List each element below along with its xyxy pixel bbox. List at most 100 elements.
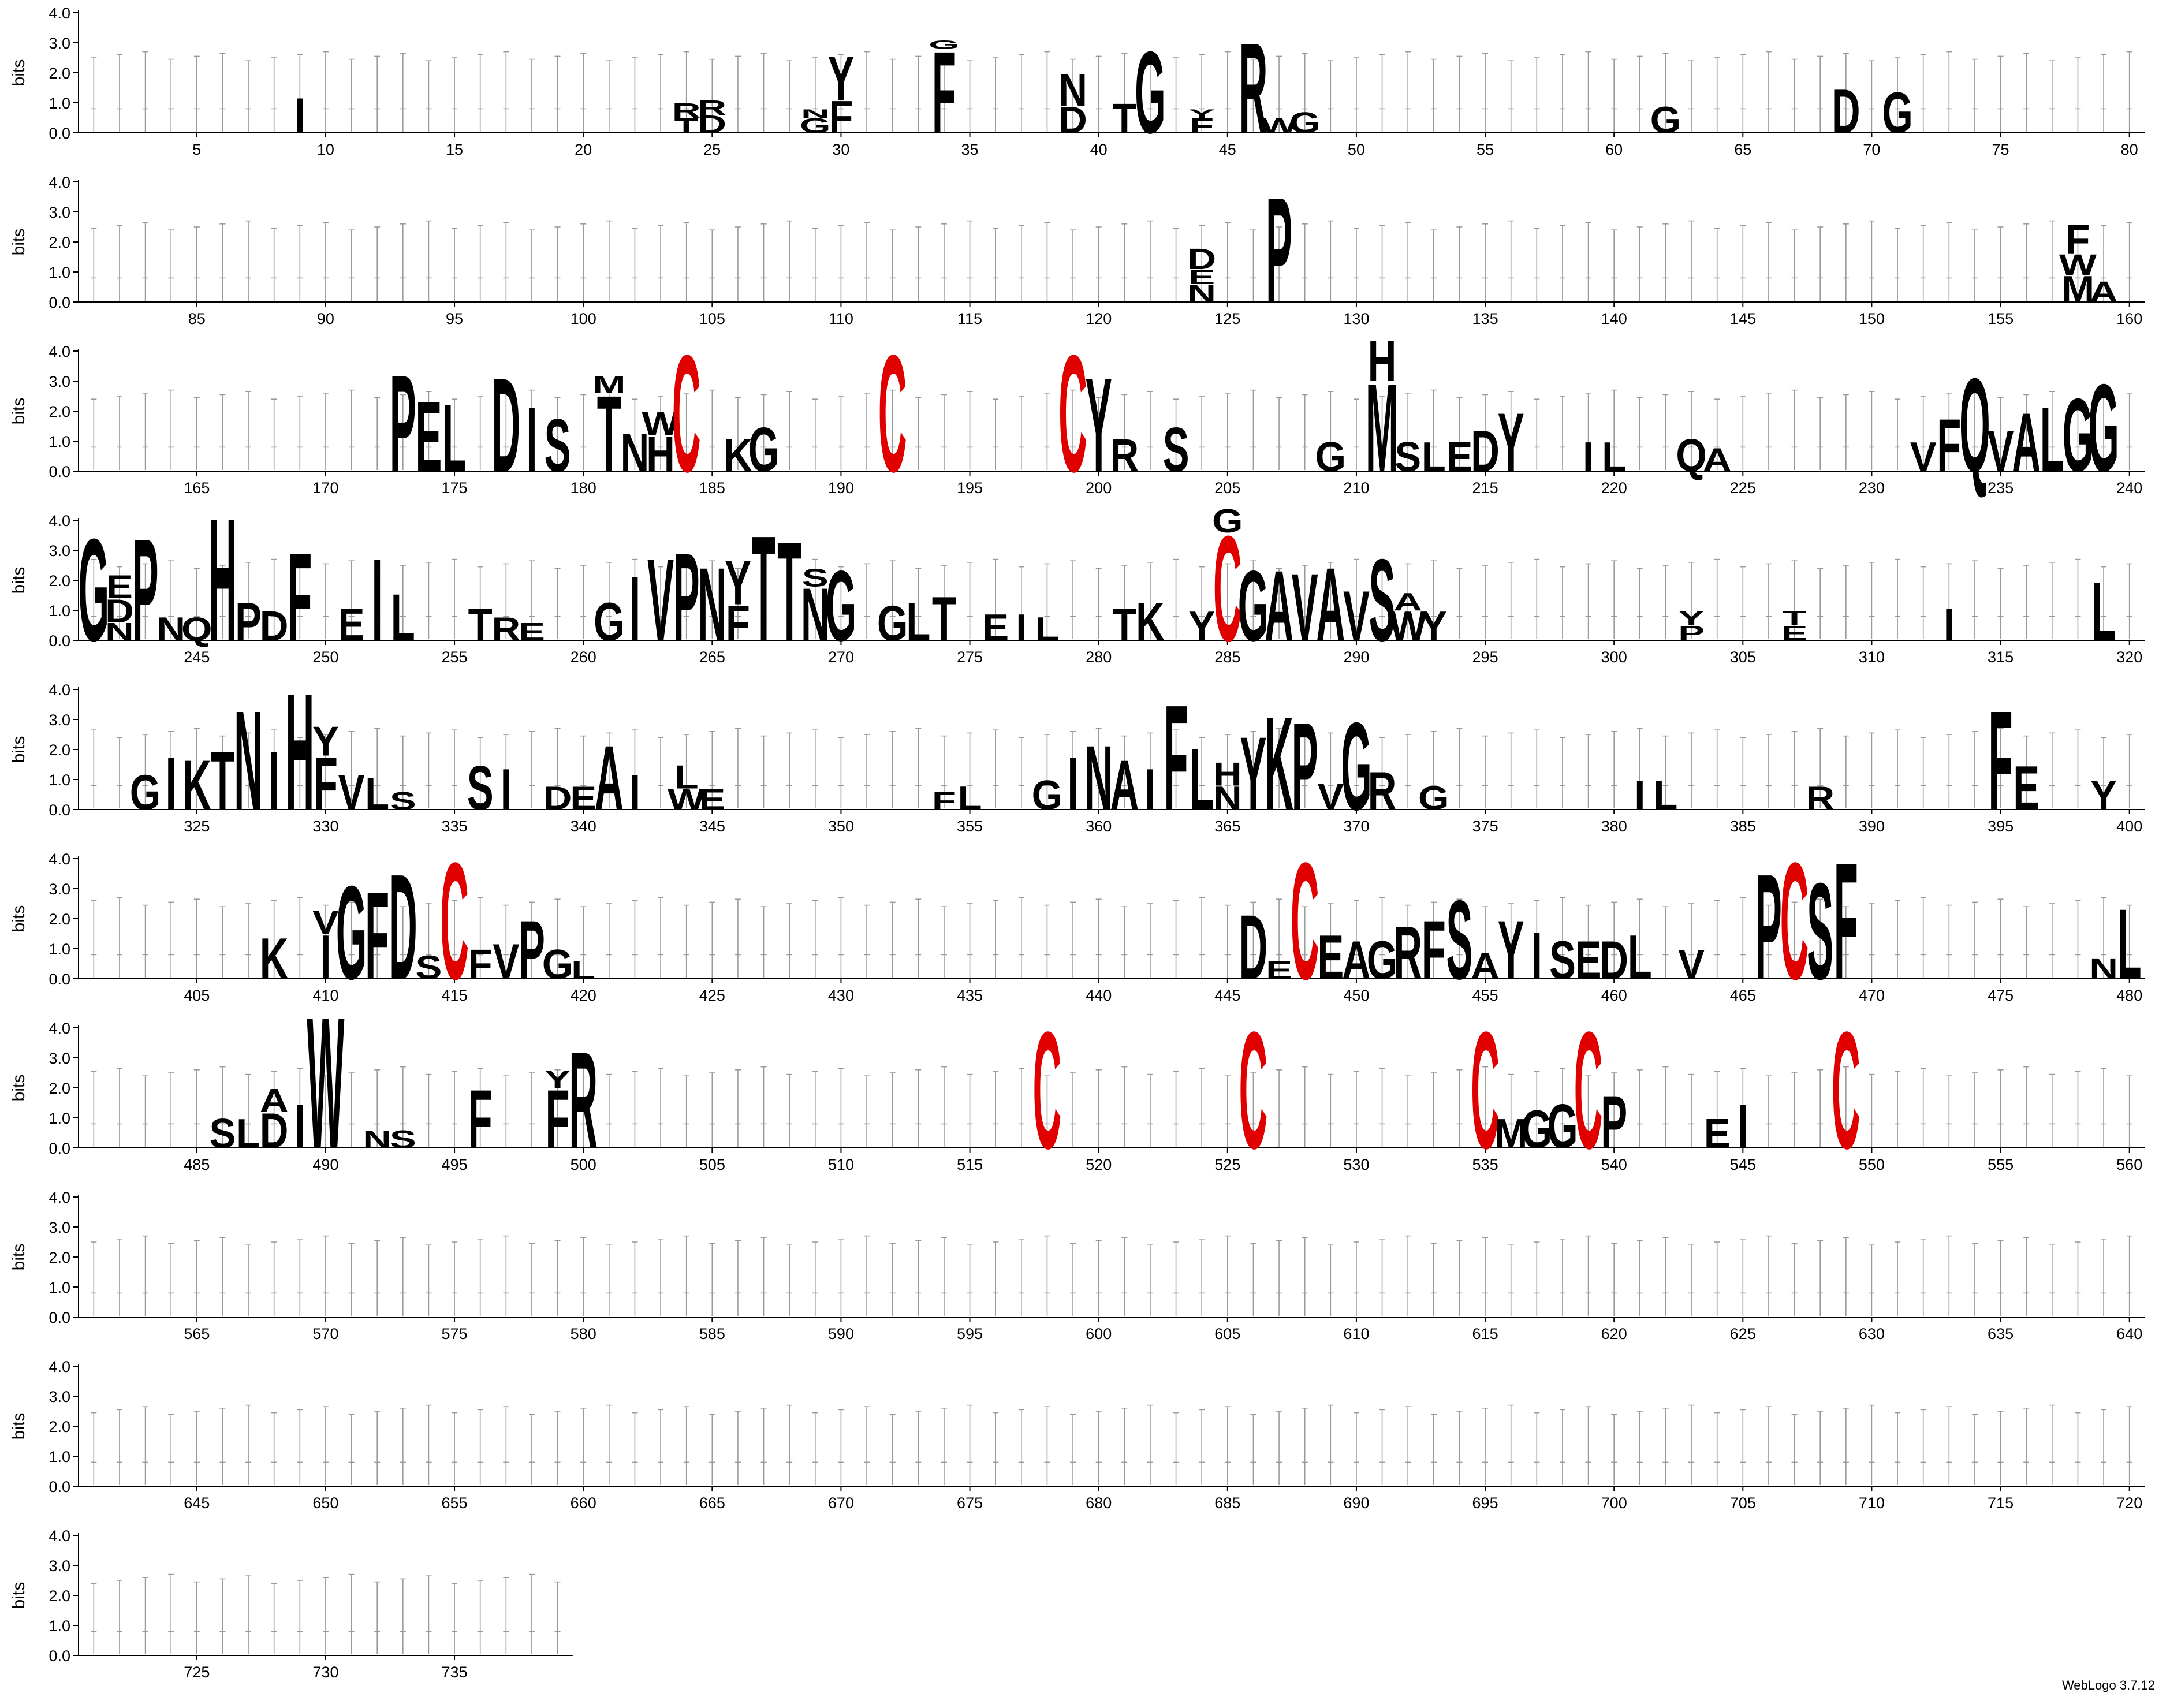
y-tick-label: 0.0	[49, 632, 70, 650]
logo-letter: Y	[1086, 352, 1112, 500]
logo-letter: E	[1781, 621, 1808, 645]
x-tick-label: 55	[1477, 141, 1494, 158]
logo-letter: E	[1575, 930, 1602, 991]
logo-letter: I	[1738, 1092, 1748, 1162]
x-tick-label: 710	[1859, 1494, 1885, 1512]
x-tick-label: 290	[1343, 648, 1369, 666]
x-tick-label: 310	[1859, 648, 1885, 666]
x-tick-label: 360	[1086, 818, 1112, 835]
x-tick-label: 510	[828, 1156, 854, 1173]
logo-letter: H	[208, 482, 237, 678]
x-tick-label: 675	[957, 1494, 983, 1512]
logo-letter: Y	[1188, 603, 1215, 650]
y-tick-label: 2.0	[49, 1249, 70, 1266]
x-tick-label: 270	[828, 648, 854, 666]
logo-letter: A	[1703, 441, 1732, 479]
logo-letter: D	[1599, 930, 1628, 991]
logo-letter: L	[674, 759, 699, 796]
x-tick-label: 180	[571, 479, 596, 497]
logo-letter: V	[1317, 776, 1344, 818]
logo-letter: G	[594, 592, 625, 652]
logo-letter: I	[629, 764, 640, 820]
x-tick-label: 275	[957, 648, 983, 666]
x-tick-label: 720	[2116, 1494, 2142, 1512]
y-tick-label: 2.0	[49, 1587, 70, 1605]
logo-letter: V	[493, 933, 519, 989]
logo-letter: T	[597, 373, 621, 494]
y-axis-label: bits	[9, 905, 28, 933]
x-tick-label: 590	[828, 1325, 854, 1342]
x-tick-label: 640	[2116, 1325, 2142, 1342]
logo-letter: C	[1213, 505, 1242, 673]
logo-letter: Q	[181, 610, 212, 648]
logo-letter: D	[389, 844, 417, 1011]
x-tick-label: 600	[1086, 1325, 1112, 1342]
x-tick-label: 580	[571, 1325, 596, 1342]
x-tick-label: 80	[2121, 141, 2138, 158]
logo-letter: E	[1266, 957, 1292, 984]
x-tick-label: 145	[1730, 310, 1756, 327]
logo-letter: V	[1292, 554, 1318, 661]
x-tick-label: 465	[1730, 987, 1756, 1004]
x-tick-label: 410	[312, 987, 338, 1004]
logo-letter: R	[1110, 430, 1139, 481]
logo-letter: G	[336, 859, 367, 1008]
x-tick-label: 500	[571, 1156, 596, 1173]
x-tick-label: 175	[442, 479, 468, 497]
logo-letter: E	[106, 568, 133, 606]
logo-letter: L	[2091, 565, 2116, 658]
logo-letter: L	[2117, 889, 2142, 1000]
y-tick-label: 2.0	[49, 572, 70, 590]
logo-letter: I	[1583, 434, 1594, 480]
x-tick-label: 625	[1730, 1325, 1756, 1342]
logo-letter: W	[668, 783, 705, 816]
x-tick-label: 285	[1214, 648, 1240, 666]
logo-letter: L	[571, 957, 595, 984]
y-tick-label: 4.0	[49, 681, 70, 699]
logo-letter: F	[288, 528, 312, 668]
logo-letter: H	[1368, 329, 1397, 394]
x-tick-label: 705	[1730, 1494, 1756, 1512]
x-tick-label: 230	[1859, 479, 1885, 497]
logo-letter: C	[1780, 828, 1809, 1015]
x-tick-label: 245	[184, 648, 210, 666]
x-tick-label: 405	[184, 987, 210, 1004]
logo-letter: D	[1832, 77, 1860, 147]
logo-letter: P	[1678, 621, 1705, 645]
logo-letter: F	[1989, 682, 2013, 840]
logo-letter: F	[468, 1073, 493, 1166]
x-tick-label: 660	[571, 1494, 596, 1512]
logo-letter: M	[2061, 268, 2094, 311]
logo-letter: C	[878, 320, 907, 507]
x-tick-label: 515	[957, 1156, 983, 1173]
logo-letter: F	[726, 595, 750, 651]
x-tick-label: 370	[1343, 818, 1369, 835]
y-tick-label: 2.0	[49, 1080, 70, 1097]
logo-letter: S	[1807, 855, 1833, 1008]
logo-letter: F	[314, 743, 338, 826]
logo-letter: N	[1058, 65, 1087, 116]
x-tick-label: 440	[1086, 987, 1112, 1004]
logo-letter: D	[698, 111, 726, 139]
y-tick-label: 2.0	[49, 741, 70, 759]
x-tick-label: 485	[184, 1156, 210, 1173]
x-tick-label: 725	[184, 1664, 210, 1681]
x-tick-label: 135	[1472, 310, 1498, 327]
x-tick-label: 435	[957, 987, 983, 1004]
logo-letter: G	[1289, 106, 1321, 139]
x-tick-label: 525	[1214, 1156, 1240, 1173]
logo-letter: S	[209, 1110, 236, 1157]
y-tick-label: 0.0	[49, 1478, 70, 1496]
y-tick-label: 1.0	[49, 941, 70, 958]
logo-letter: T	[674, 114, 699, 137]
logo-letter: Y	[827, 44, 854, 114]
logo-letter: I	[1634, 772, 1645, 819]
logo-letter: G	[1238, 550, 1269, 662]
logo-letter: T	[210, 734, 234, 827]
x-tick-label: 25	[703, 141, 721, 158]
logo-letter: W	[2059, 248, 2097, 281]
logo-letter: P	[390, 347, 416, 501]
logo-letter: L	[1190, 730, 1214, 828]
logo-letter: R	[1393, 912, 1422, 995]
logo-letter: C	[1058, 320, 1087, 507]
